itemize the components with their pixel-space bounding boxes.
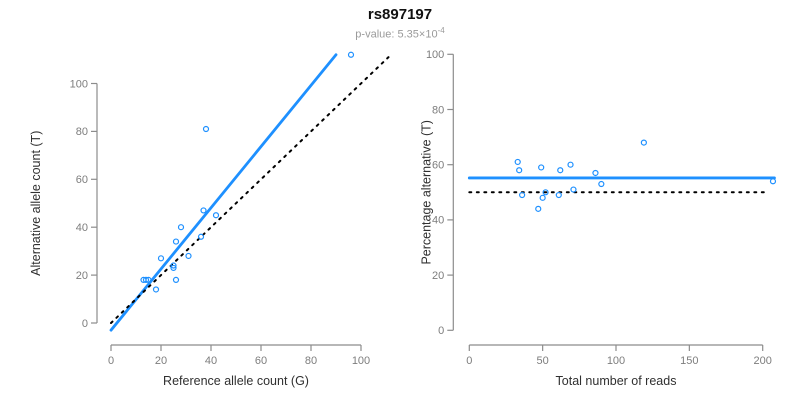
y-tick-label: 100	[70, 78, 88, 90]
data-point	[519, 191, 526, 199]
x-tick-label: 0	[466, 355, 472, 367]
x-tick-label: 40	[205, 355, 217, 367]
x-tick-label: 60	[255, 355, 267, 367]
pvalue-subtitle: p-value: 5.35×10-4	[0, 26, 800, 41]
data-point	[157, 255, 165, 262]
data-point	[145, 276, 152, 283]
data-point	[185, 252, 192, 260]
data-point	[640, 139, 647, 146]
data-point	[200, 207, 207, 214]
y-tick-label: 60	[76, 174, 88, 186]
data-point	[347, 51, 355, 58]
data-point	[142, 276, 150, 283]
data-point	[172, 276, 180, 283]
data-point	[197, 233, 205, 240]
y-tick-label: 80	[76, 126, 88, 138]
data-point	[170, 262, 177, 269]
data-point	[592, 169, 599, 177]
x-tick-label: 0	[108, 355, 114, 367]
y-tick-label: 60	[432, 160, 444, 172]
identity-line	[110, 56, 390, 324]
data-point	[516, 167, 523, 174]
y-tick-label: 20	[76, 270, 88, 282]
data-point	[514, 158, 521, 166]
y-axis-title: Alternative allele count (T)	[29, 131, 43, 276]
regression-line	[109, 53, 338, 332]
data-point	[539, 194, 546, 201]
allele-count-scatter-plot: 0 20 40 60 80 100 0 20 40 60 80 100 Reference allele…	[29, 51, 390, 388]
data-point	[535, 205, 542, 212]
data-point	[555, 191, 562, 199]
x-tick-label: 200	[754, 355, 772, 367]
plot-header: rs897197 p-value: 5.35×10-4	[0, 6, 800, 41]
pvalue-exponent: -4	[437, 26, 445, 35]
percentage-reads-scatter-plot: 0 20 40 60 80 100 0 50 100 150 200 Total number of …	[420, 49, 777, 388]
data-point	[769, 178, 777, 185]
data-point	[538, 164, 545, 171]
x-tick-label: 100	[607, 355, 625, 367]
data-point	[570, 186, 577, 193]
y-tick-label: 0	[438, 325, 444, 337]
x-axis-title: Total number of reads	[556, 374, 677, 388]
page-title: rs897197	[367, 6, 433, 23]
data-point	[542, 189, 549, 196]
y-tick-label: 80	[432, 104, 444, 116]
x-tick-label: 50	[537, 355, 549, 367]
data-point	[172, 238, 180, 245]
x-tick-label: 80	[305, 355, 317, 367]
data-point	[212, 212, 220, 219]
data-point	[557, 167, 564, 174]
x-tick-label: 100	[352, 355, 370, 367]
y-tick-label: 0	[82, 318, 88, 330]
x-tick-label: 150	[680, 355, 698, 367]
x-axis-title: Reference allele count (G)	[163, 374, 309, 388]
y-axis-title: Percentage alternative (T)	[420, 120, 434, 265]
y-tick-label: 40	[432, 215, 444, 227]
data-point	[152, 286, 160, 293]
y-tick-label: 40	[76, 222, 88, 234]
pvalue-text: p-value: 5.35×10	[355, 28, 438, 41]
data-point	[170, 264, 177, 272]
x-tick-label: 20	[155, 355, 167, 367]
data-point	[202, 125, 210, 133]
y-tick-label: 100	[426, 49, 444, 61]
y-tick-label: 20	[432, 270, 444, 282]
data-point	[177, 224, 185, 231]
data-point	[567, 161, 574, 168]
data-point	[598, 180, 605, 188]
